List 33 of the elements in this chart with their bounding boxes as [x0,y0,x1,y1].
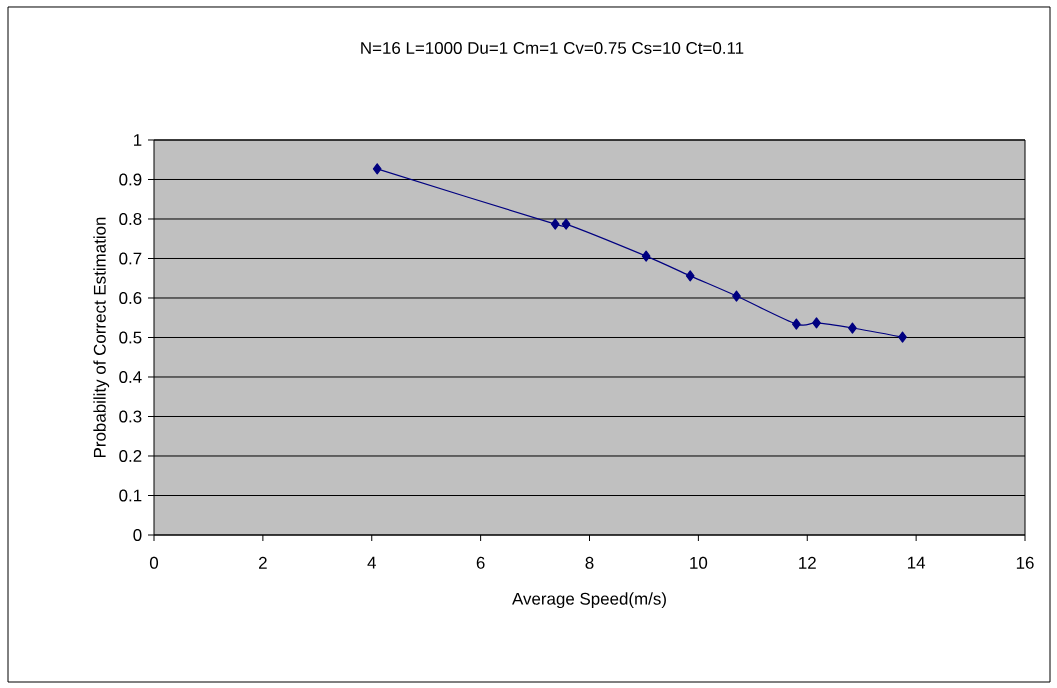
point [641,250,651,262]
point [561,218,571,230]
y-tick-label: 0.3 [119,410,142,423]
x-axis-title: Average Speed(m/s) [512,592,666,609]
x-tick-label: 8 [585,556,594,569]
point [792,318,801,330]
y-tick-label: 0.9 [119,173,142,186]
x-tick-label: 2 [259,556,267,569]
point [550,218,560,230]
x-tick-label: 0 [149,556,159,569]
y-tick-label: 0.2 [119,450,142,462]
x-tick-label: 4 [367,556,376,569]
y-tick-label: 0 [133,529,142,541]
x-tick-label: 12 [799,556,816,569]
y-tick-label: 0.6 [119,292,142,304]
x-tick-label: 10 [690,556,708,569]
point [812,317,821,329]
y-tick-label: 1 [134,134,142,146]
point [848,322,857,334]
point [372,163,382,175]
chart-title: N=16 L=1000 Du=1 Cm=1 Cv=0.75 Cs=10 Ct=0.11 [361,41,744,54]
y-tick-label: 0.7 [119,252,142,265]
x-tick-label: 16 [1016,556,1034,569]
y-tick-label: 0.4 [119,371,142,383]
x-tick-label: 6 [476,556,485,569]
point [898,331,907,343]
y-axis-title: Probability of Correct Estimation [93,217,110,458]
y-tick-label: 0.8 [119,213,142,225]
point [732,290,741,302]
point [685,270,695,282]
y-tick-label: 0.5 [119,331,142,344]
x-tick-label: 14 [908,556,926,569]
y-tick-label: 0.1 [119,489,142,502]
